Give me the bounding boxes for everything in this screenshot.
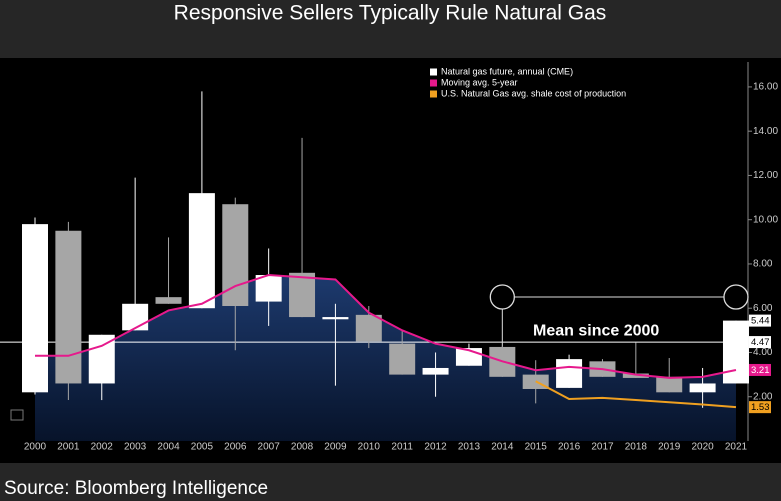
candle-body	[656, 376, 683, 393]
candle-body	[188, 193, 215, 309]
y-tick-label: 6.00	[753, 303, 773, 314]
legend-label: Moving avg. 5-year	[441, 77, 518, 87]
legend-swatch	[430, 90, 437, 98]
icon	[10, 409, 24, 421]
series-line	[535, 380, 737, 409]
value-tag	[749, 401, 771, 414]
candle-body	[155, 297, 182, 304]
legend-swatch	[430, 79, 437, 87]
value-label: 4.47	[751, 337, 770, 348]
candle-body	[55, 230, 82, 384]
candle-body	[322, 317, 349, 320]
x-tick-label: 2010	[358, 442, 381, 453]
value-label: 3.21	[751, 365, 770, 376]
candle-body	[622, 373, 649, 378]
x-tick-label: 2015	[525, 442, 548, 453]
x-tick-label: 2014	[491, 442, 514, 453]
candle-body	[255, 275, 282, 302]
candle-body	[389, 343, 416, 375]
legend-label: U.S. Natural Gas avg. shale cost of prod…	[441, 88, 626, 98]
chart-title: Responsive Sellers Typically Rule Natura…	[174, 2, 607, 25]
y-tick-label: 2.00	[753, 391, 773, 402]
ma-area	[35, 275, 736, 441]
candle-body	[689, 383, 716, 393]
x-tick-label: 2012	[424, 442, 447, 453]
candle-body	[22, 224, 48, 393]
candle-body	[88, 334, 115, 384]
candle-body	[422, 367, 449, 375]
x-tick-label: 2013	[458, 442, 481, 453]
candle-body	[122, 303, 149, 331]
y-tick-label: 10.00	[753, 214, 778, 225]
value-tag	[749, 314, 771, 327]
y-tick-label: 8.00	[753, 259, 773, 270]
x-tick-label: 2019	[658, 442, 681, 453]
x-tick-label: 2017	[591, 442, 614, 453]
candle-body	[722, 320, 749, 384]
candle-body	[355, 314, 382, 342]
x-tick-label: 2006	[224, 442, 247, 453]
x-tick-label: 2007	[258, 442, 281, 453]
legend-swatch	[430, 68, 437, 76]
y-tick-label: 4.00	[753, 347, 773, 358]
y-tick-label: 14.00	[753, 126, 778, 137]
value-label: 1.53	[751, 402, 770, 413]
value-tag	[749, 363, 771, 376]
x-tick-label: 2002	[91, 442, 114, 453]
x-tick-label: 2011	[391, 442, 413, 453]
y-tick-label: 16.00	[753, 82, 778, 93]
source: Source: Bloomberg Intelligence	[4, 478, 268, 499]
x-tick-label: 2005	[191, 442, 214, 453]
legend-label: Natural gas future, annual (CME)	[441, 66, 573, 76]
value-label: 5.44	[751, 316, 770, 327]
y-tick-label: 12.00	[753, 170, 778, 181]
candle-body	[222, 204, 249, 307]
x-tick-label: 2004	[157, 442, 180, 453]
x-tick-label: 2009	[324, 442, 347, 453]
x-tick-label: 2008	[291, 442, 314, 453]
x-tick-label: 2020	[691, 442, 714, 453]
series-line	[35, 274, 737, 379]
x-tick-label: 2021	[725, 442, 748, 453]
x-tick-label: 2003	[124, 442, 147, 453]
value-tag	[749, 336, 771, 349]
candle-body	[289, 272, 316, 318]
candle-body	[556, 359, 583, 388]
x-tick-label: 2000	[24, 442, 47, 453]
mean-label: Mean since 2000	[533, 322, 659, 339]
x-tick-label: 2001	[57, 442, 80, 453]
plot: 2.00 4.00 6.00 8.00 10.00 12.00 14.00 16.00 2000…	[0, 62, 778, 453]
x-tick-label: 2016	[558, 442, 581, 453]
x-tick-label: 2018	[625, 442, 648, 453]
